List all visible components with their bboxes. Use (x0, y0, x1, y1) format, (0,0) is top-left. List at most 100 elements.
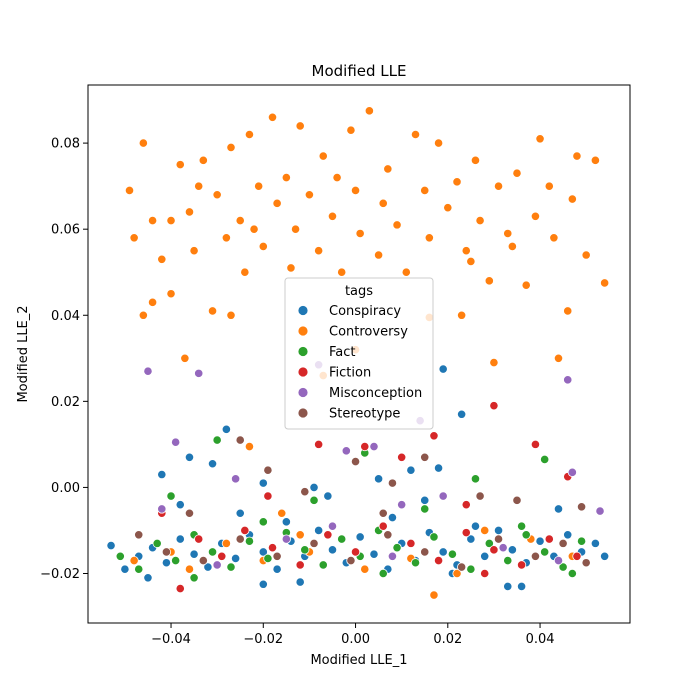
legend-marker-controversy (297, 325, 309, 337)
legend-marker-conspiracy (297, 305, 309, 316)
point-controversy (198, 155, 208, 165)
point-controversy (327, 211, 338, 221)
point-controversy (244, 129, 255, 140)
point-misconception (341, 446, 351, 456)
point-conspiracy (258, 478, 268, 488)
point-conspiracy (457, 409, 467, 419)
point-controversy (410, 129, 421, 140)
point-fiction (217, 551, 227, 561)
point-controversy (373, 250, 384, 260)
point-fact (258, 517, 268, 527)
point-conspiracy (175, 500, 185, 510)
point-fact (567, 568, 577, 579)
point-controversy (286, 263, 296, 273)
point-controversy (221, 233, 231, 243)
point-controversy (240, 267, 250, 277)
point-controversy (147, 215, 158, 226)
point-stereotype (530, 551, 541, 561)
point-controversy (332, 172, 342, 183)
x-tick-label: 0.00 (341, 632, 370, 647)
point-controversy (314, 246, 324, 256)
point-controversy (166, 289, 176, 299)
point-fact (447, 549, 458, 559)
point-stereotype (300, 487, 310, 497)
point-controversy (166, 215, 176, 226)
point-controversy (337, 267, 347, 277)
point-stereotype (383, 530, 393, 540)
point-controversy (212, 190, 222, 200)
point-stereotype (161, 547, 172, 557)
point-fiction (544, 534, 554, 544)
point-controversy (258, 241, 268, 251)
point-stereotype (350, 456, 361, 467)
point-controversy (572, 151, 582, 161)
point-controversy (507, 241, 517, 251)
point-fact (516, 521, 527, 531)
point-misconception (369, 441, 379, 452)
x-axis-label: Modified LLE_1 (310, 653, 407, 668)
y-tick-label: 0.00 (51, 481, 80, 496)
point-fiction (267, 543, 278, 553)
point-controversy (470, 155, 481, 165)
point-controversy (272, 198, 282, 208)
point-stereotype (387, 478, 398, 488)
point-misconception (157, 504, 167, 514)
point-stereotype (558, 538, 568, 548)
point-fact (152, 538, 162, 548)
point-controversy (530, 211, 541, 221)
point-stereotype (235, 435, 245, 445)
point-conspiracy (175, 534, 185, 544)
point-fact (466, 564, 476, 574)
point-misconception (595, 506, 605, 516)
point-conspiracy (184, 452, 195, 462)
point-controversy (184, 564, 195, 574)
point-fact (429, 532, 439, 542)
point-conspiracy (387, 512, 398, 523)
point-stereotype (378, 508, 388, 518)
legend-marker-fact (297, 346, 309, 357)
point-fiction (461, 500, 471, 510)
point-fact (540, 547, 550, 557)
point-controversy (254, 181, 264, 191)
point-controversy (295, 121, 305, 131)
point-stereotype (309, 538, 319, 548)
point-controversy (457, 310, 467, 320)
point-misconception (498, 543, 508, 553)
point-controversy (147, 297, 158, 307)
y-tick-label: 0.02 (51, 395, 80, 410)
point-stereotype (346, 555, 356, 566)
point-fact (171, 555, 181, 566)
point-controversy (194, 181, 204, 191)
point-controversy (267, 112, 278, 122)
point-stereotype (475, 491, 485, 501)
point-conspiracy (143, 573, 153, 583)
point-conspiracy (438, 364, 448, 374)
point-fiction (263, 491, 273, 501)
point-fact (244, 536, 255, 546)
point-controversy (157, 254, 167, 264)
y-tick-label: 0.08 (51, 137, 80, 152)
x-tick-label: 0.02 (433, 632, 462, 647)
point-stereotype (184, 508, 195, 518)
point-conspiracy (507, 545, 517, 555)
point-fiction (406, 538, 416, 548)
point-stereotype (576, 502, 587, 512)
point-controversy (346, 125, 356, 135)
point-conspiracy (563, 530, 573, 540)
point-fiction (530, 439, 541, 449)
point-fact (115, 551, 125, 561)
point-misconception (143, 366, 153, 376)
point-controversy (512, 168, 522, 178)
point-controversy (493, 181, 504, 191)
point-controversy (378, 198, 388, 208)
legend-marker-fiction (297, 366, 309, 378)
point-fiction (175, 583, 185, 594)
point-fact (226, 562, 236, 572)
point-conspiracy (235, 508, 245, 518)
point-conspiracy (516, 581, 527, 592)
point-conspiracy (438, 547, 448, 557)
point-conspiracy (327, 545, 338, 555)
point-controversy (207, 306, 218, 316)
point-conspiracy (203, 562, 213, 572)
